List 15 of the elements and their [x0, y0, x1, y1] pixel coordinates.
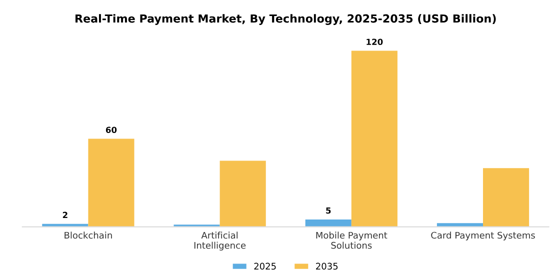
bar	[88, 138, 134, 227]
data-label: 5	[326, 207, 331, 214]
data-label: 2	[62, 212, 68, 218]
data-label: 60	[106, 126, 117, 134]
x-tick-label: Blockchain	[64, 232, 112, 239]
x-tick-label: Card Payment Systems	[431, 232, 535, 240]
bar	[351, 50, 398, 227]
data-label: 120	[366, 38, 383, 46]
x-tick-label: Mobile Payment Solutions	[316, 232, 388, 249]
bar	[483, 168, 530, 227]
x-tick-label: Artificial Intelligence	[194, 232, 246, 251]
legend-label: 2025	[254, 262, 276, 270]
bar	[220, 160, 266, 227]
legend-label: 2035	[316, 262, 338, 270]
chart-title: Real-Time Payment Market, By Technology, 2025-2035 (USD Billion)	[76, 14, 496, 25]
